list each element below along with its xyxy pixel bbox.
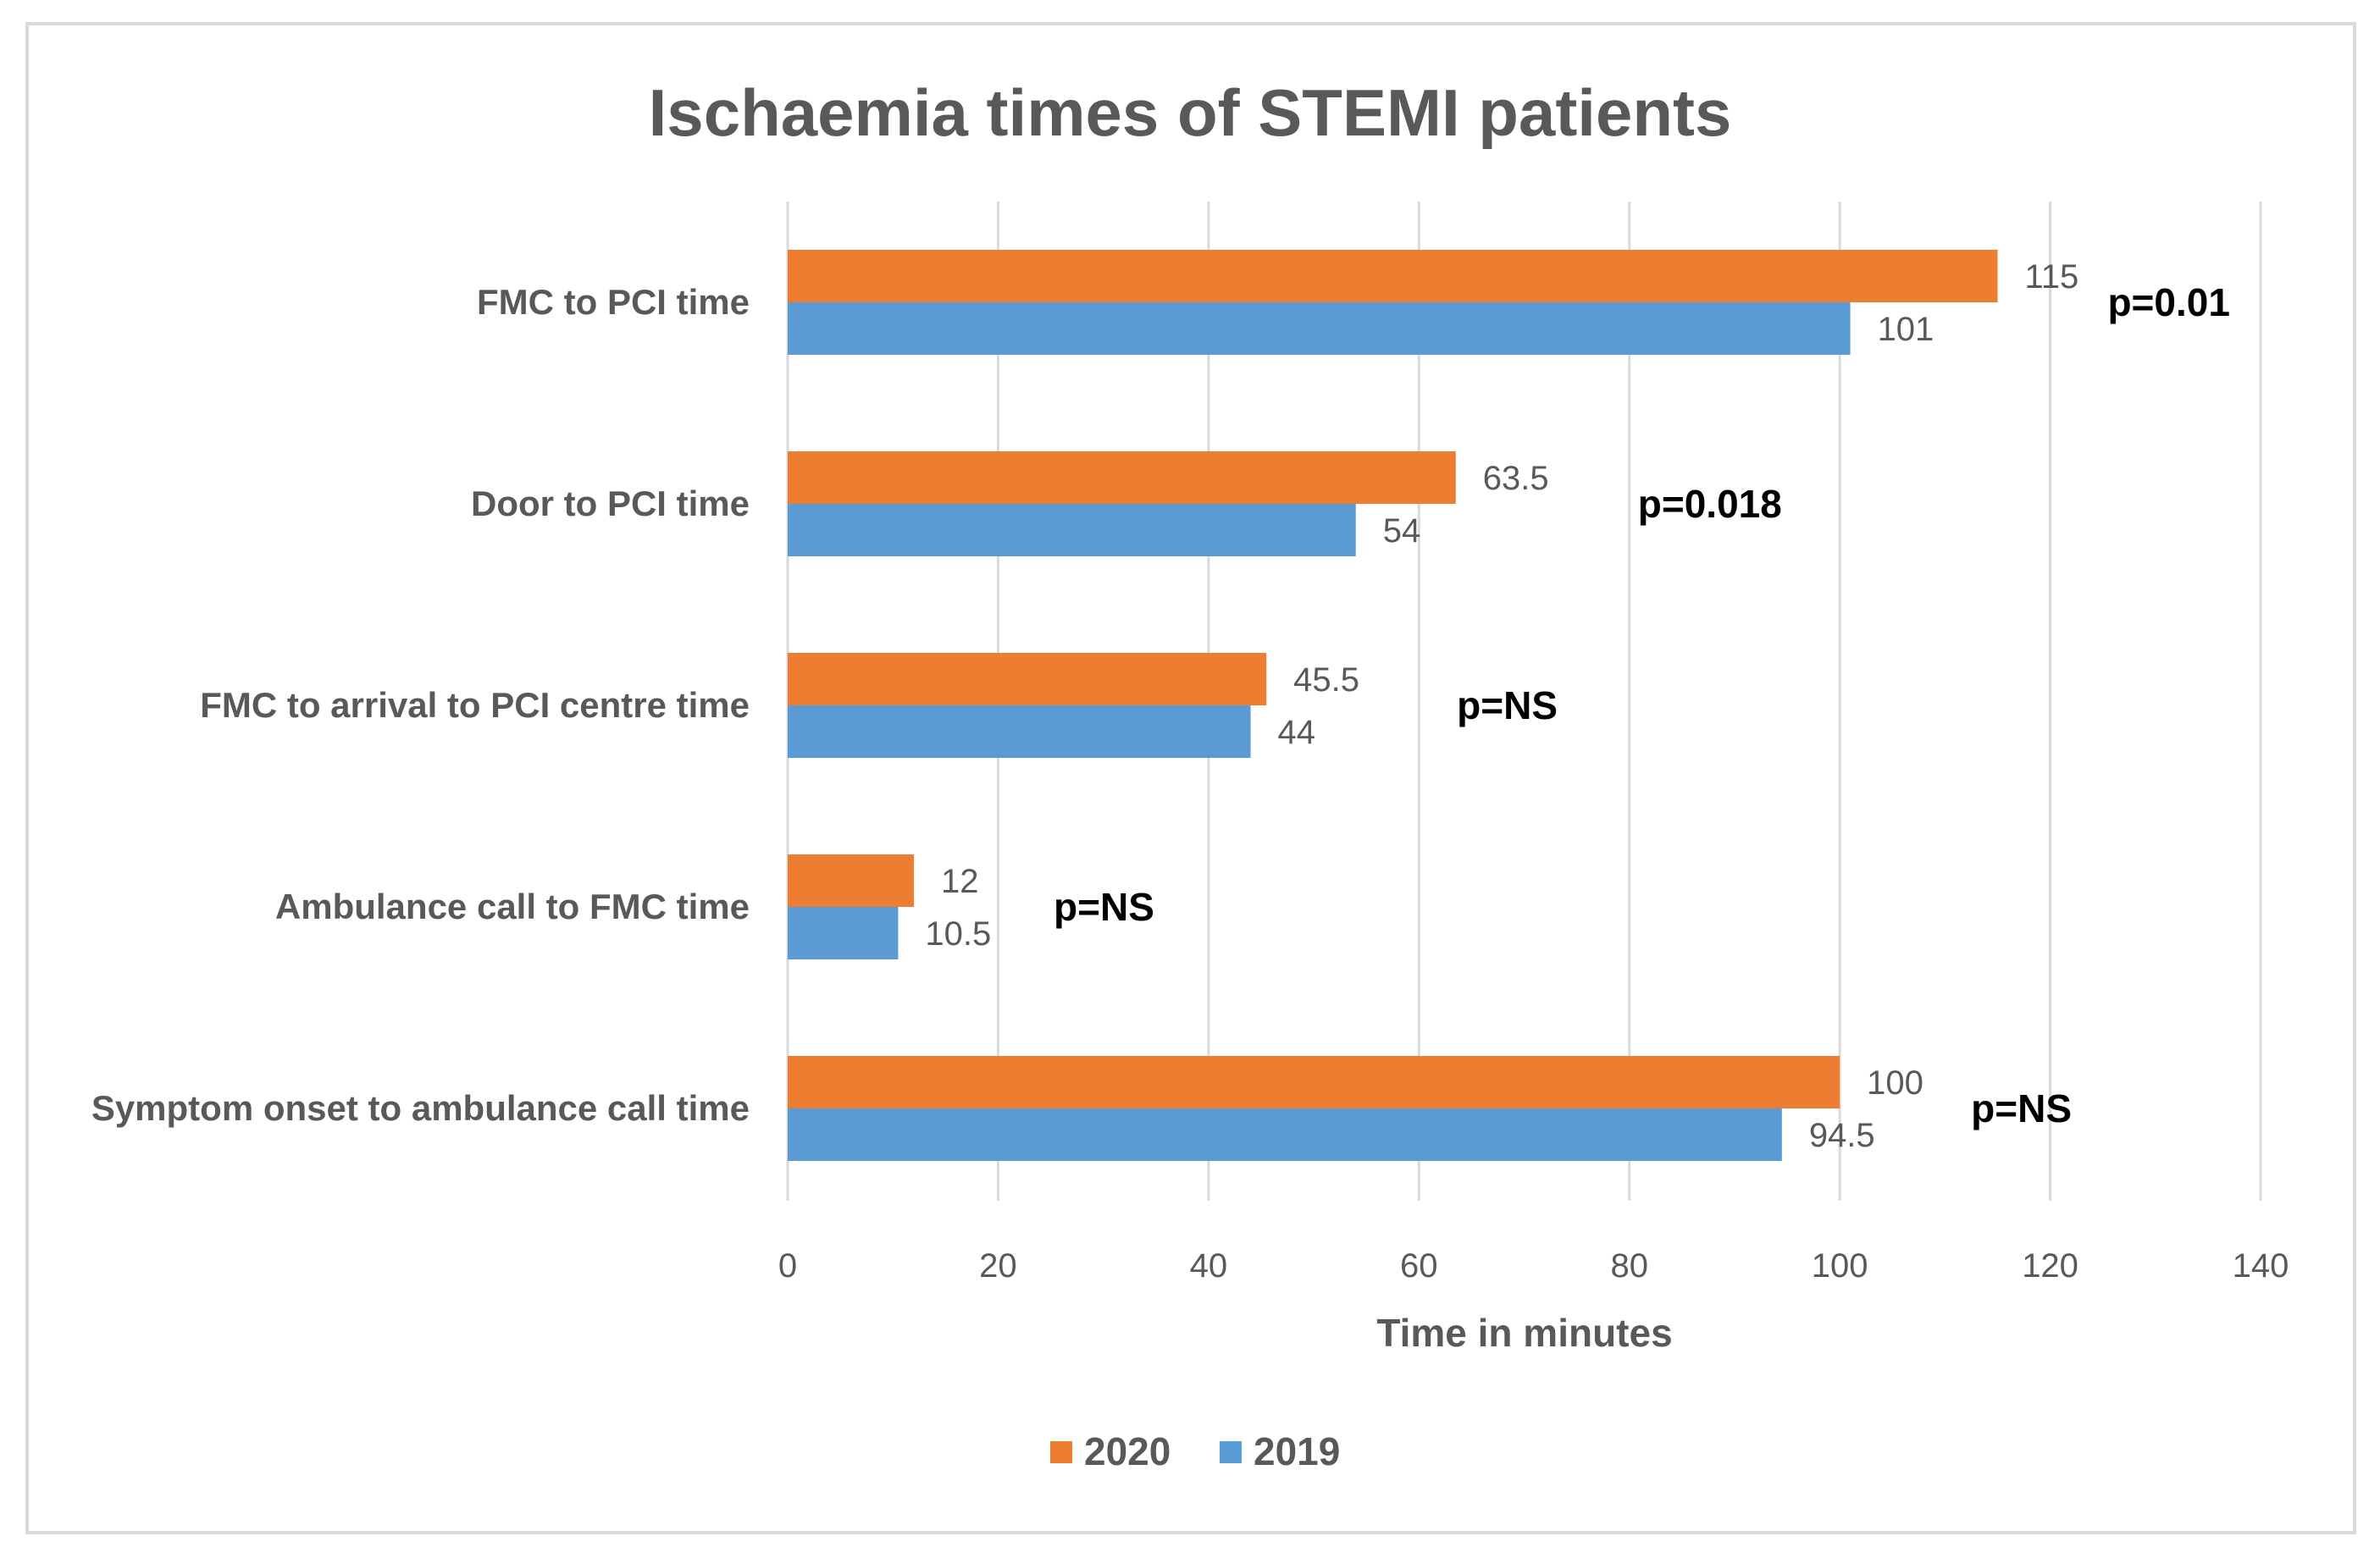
bar-2019-5: [788, 1108, 1782, 1161]
gridlines: [786, 202, 2262, 1201]
x-tick-label-140: 140: [2233, 1247, 2289, 1285]
legend: 2020 2019: [1050, 1429, 1340, 1473]
data-label-2019-1: 101: [1878, 311, 1934, 348]
category-label-3: FMC to arrival to PCI centre time: [200, 685, 750, 725]
data-label-2020-5: 100: [1867, 1064, 1923, 1102]
category-label-4: Ambulance call to FMC time: [275, 887, 750, 926]
p-value-3: p=NS: [1457, 683, 1558, 727]
bar-2019-3: [788, 705, 1251, 758]
p-value-5: p=NS: [1971, 1086, 2072, 1130]
x-tick-label-100: 100: [1812, 1247, 1868, 1285]
x-tick-label-20: 20: [979, 1247, 1017, 1285]
category-label-2: Door to PCI time: [471, 484, 750, 523]
p-value-annotations: p=0.01 p=0.018 p=NS p=NS p=NS: [1054, 280, 2230, 1130]
data-label-2020-1: 115: [2024, 258, 2078, 296]
bars: [788, 250, 1998, 1161]
x-tick-label-120: 120: [2022, 1247, 2078, 1285]
data-label-2019-3: 44: [1278, 714, 1316, 751]
p-value-2: p=0.018: [1638, 482, 1782, 526]
category-label-1: FMC to PCI time: [477, 282, 750, 322]
data-label-2019-4: 10.5: [925, 915, 991, 953]
x-tick-label-60: 60: [1400, 1247, 1438, 1285]
x-tick-labels: 0 20 40 60 80 100 120 140: [778, 1247, 2289, 1285]
x-axis-title: Time in minutes: [1376, 1311, 1672, 1355]
bar-2020-2: [788, 451, 1456, 504]
bar-2019-1: [788, 302, 1851, 355]
x-tick-label-40: 40: [1190, 1247, 1228, 1285]
data-label-2019-2: 54: [1383, 512, 1421, 550]
legend-swatch-2019: [1220, 1441, 1242, 1463]
data-label-2020-4: 12: [941, 863, 979, 900]
bar-2020-3: [788, 653, 1267, 705]
legend-label-2020: 2020: [1084, 1429, 1171, 1473]
x-tick-label-0: 0: [778, 1247, 797, 1285]
bar-2020-5: [788, 1056, 1840, 1108]
bar-2019-4: [788, 907, 899, 959]
bar-2020-1: [788, 250, 1998, 302]
bar-2020-4: [788, 854, 915, 907]
category-label-5: Symptom onset to ambulance call time: [91, 1088, 750, 1128]
data-labels: 115 101 63.5 54 45.5 44 12 10.5 100 94.5: [925, 258, 2078, 1154]
data-label-2020-2: 63.5: [1483, 460, 1549, 497]
category-labels: FMC to PCI time Door to PCI time FMC to ar…: [91, 282, 750, 1128]
data-label-2020-3: 45.5: [1293, 661, 1359, 699]
legend-swatch-2020: [1050, 1441, 1072, 1463]
p-value-1: p=0.01: [2107, 280, 2230, 324]
chart-title: Ischaemia times of STEMI patients: [649, 75, 1732, 150]
x-tick-label-80: 80: [1610, 1247, 1648, 1285]
data-label-2019-5: 94.5: [1809, 1117, 1875, 1154]
legend-label-2019: 2019: [1254, 1429, 1340, 1473]
bar-2019-2: [788, 504, 1356, 556]
p-value-4: p=NS: [1054, 885, 1154, 929]
